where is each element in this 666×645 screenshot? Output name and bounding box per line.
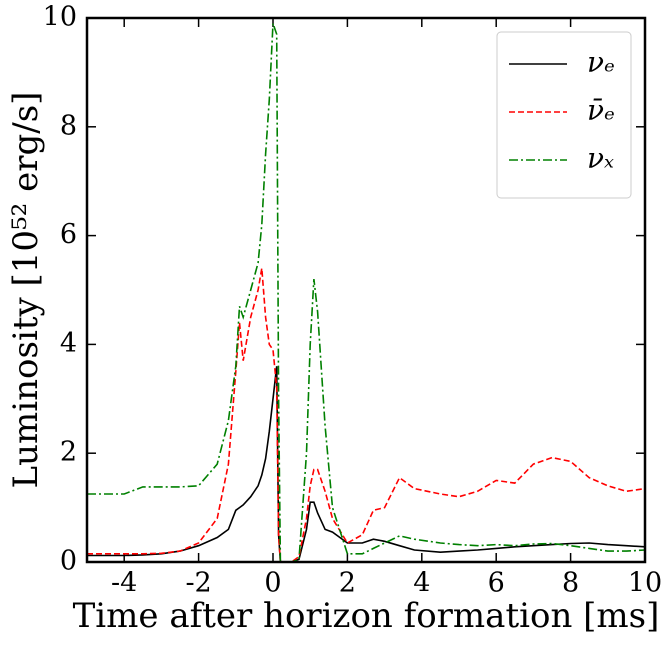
series-line [87,268,646,563]
x-tick-label: 8 [562,568,579,599]
legend-label: νₑ [587,46,615,79]
y-tick-label: 4 [60,328,77,359]
legend-label: ν̄ₑ [587,94,615,127]
series-line [87,23,646,563]
y-tick-label: 10 [43,2,77,33]
x-axis-label: Time after horizon formation [ms] [73,596,660,636]
plot-frame [85,16,647,564]
y-tick-label: 2 [60,437,77,468]
x-tick-label: 2 [339,568,356,599]
legend-label: νₓ [587,142,614,175]
x-tick-label: -4 [111,568,137,599]
y-axis-label: Luminosity [10⁵² erg/s] [6,92,46,489]
y-tick-label: 0 [60,546,77,577]
series-line [87,366,646,563]
legend-box [496,31,632,199]
x-tick-label: 4 [413,568,430,599]
x-tick-label: -2 [185,568,211,599]
y-tick-label: 6 [60,219,77,250]
x-tick-label: 10 [628,568,662,599]
y-tick-label: 8 [60,110,77,141]
x-tick-label: 0 [264,568,281,599]
x-tick-label: 6 [488,568,505,599]
